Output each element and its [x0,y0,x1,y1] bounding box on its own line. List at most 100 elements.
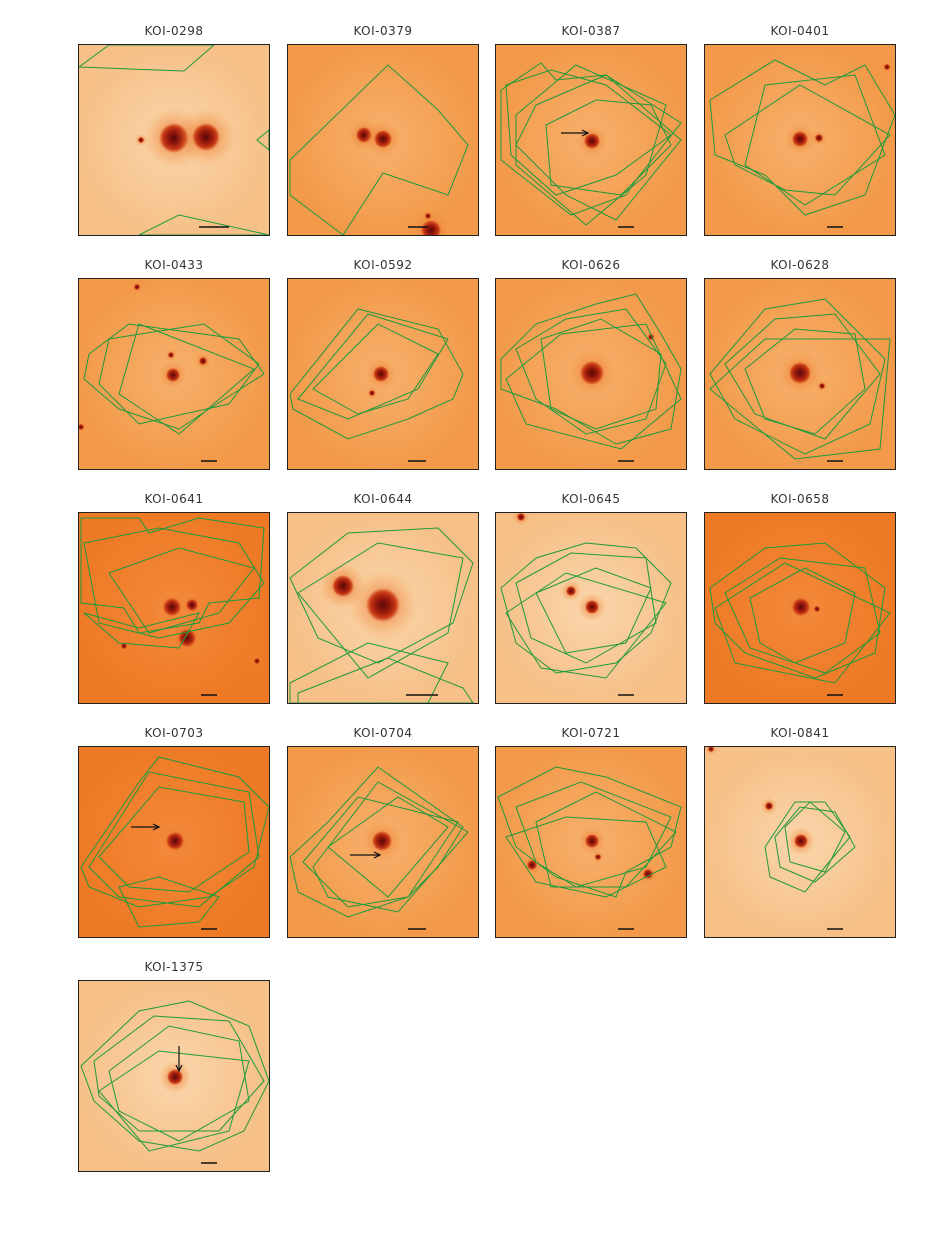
sky-image-svg [496,747,686,937]
neighbor-star [369,390,375,396]
target-star [373,366,389,382]
aperture-footprint [98,1050,250,1152]
aperture-footprint [500,293,682,445]
aperture-footprint [749,567,856,664]
panel-koi-1375: KOI-1375 [78,960,270,1172]
panel-title: KOI-0704 [353,726,413,740]
target-star [794,834,808,848]
target-star [372,831,392,851]
sky-image-svg [79,747,269,937]
neighbor-star [168,352,174,358]
aperture-footprint [289,308,464,440]
neighbor-star [765,802,773,810]
panel-koi-0704: KOI-0704 [287,726,479,938]
sky-image [287,278,479,470]
aperture-footprint [505,69,672,196]
sky-image-svg [288,45,478,235]
panel-koi-0387: KOI-0387 [495,24,687,236]
sky-image-svg [705,279,895,469]
aperture-footprint [98,323,260,425]
panel-koi-0592: KOI-0592 [287,258,479,470]
aperture-footprint [289,64,469,235]
aperture-footprint [709,298,886,455]
aperture-footprint [714,562,891,684]
neighbor-star [527,860,537,870]
aperture-footprint [108,1025,250,1142]
sky-image [495,746,687,938]
panel-koi-0401: KOI-0401 [704,24,896,236]
panel-koi-0644: KOI-0644 [287,492,479,704]
panel-koi-0628: KOI-0628 [704,258,896,470]
neighbor-star [199,357,207,365]
aperture-footprint [80,1000,269,1152]
panel-koi-0658: KOI-0658 [704,492,896,704]
aperture-footprint [540,318,662,430]
panel-title: KOI-0379 [353,24,413,38]
panel-title: KOI-0433 [144,258,204,272]
sky-image-svg [79,981,269,1171]
panel-title: KOI-0658 [770,492,830,506]
panel-title: KOI-0721 [561,726,621,740]
aperture-footprint [505,572,667,679]
sky-image-svg [705,513,895,703]
aperture-footprint [83,527,265,639]
aperture-footprint [88,771,260,908]
target-star [584,133,600,149]
panel-title: KOI-0592 [353,258,413,272]
target-star [792,131,808,147]
aperture-footprint [784,801,846,873]
panel-title: KOI-0644 [353,492,413,506]
panel-title: KOI-0626 [561,258,621,272]
panel-title: KOI-0841 [770,726,830,740]
neighbor-star [121,643,127,649]
panel-koi-0433: KOI-0433 [78,258,270,470]
target-star [167,1069,183,1085]
aperture-footprint [80,756,269,908]
sky-image [78,512,270,704]
aperture-footprint [545,99,672,196]
target-star [166,368,180,382]
aperture-footprint [98,786,250,893]
panel-koi-0703: KOI-0703 [78,726,270,938]
panel-title: KOI-0641 [144,492,204,506]
aperture-footprint [709,59,895,216]
sky-image-svg [288,279,478,469]
aperture-footprint [515,308,667,435]
sky-image-svg [79,45,269,235]
aperture-footprint [505,323,682,450]
aperture-footprint [118,323,255,435]
sky-image [78,746,270,938]
aperture-footprint [289,527,474,664]
panel-koi-0841: KOI-0841 [704,726,896,938]
target-star [332,575,354,597]
sky-image [78,278,270,470]
panel-koi-0626: KOI-0626 [495,258,687,470]
sky-image [495,44,687,236]
aperture-footprint [83,612,201,649]
sky-image [704,512,896,704]
neighbor-star [517,513,525,521]
neighbor-star [708,747,714,752]
neighbor-star [134,284,140,290]
sky-image-svg [288,513,478,703]
sky-image [78,44,270,236]
target-star [585,834,599,848]
aperture-footprint [500,62,682,216]
arrow-head-icon [152,823,161,831]
neighbor-star [186,599,198,611]
aperture-footprint [297,542,464,679]
arrow-head-icon [581,129,590,137]
sky-image-svg [705,747,895,937]
aperture-footprint [500,542,672,674]
aperture-footprint [744,74,886,206]
sky-image [704,44,896,236]
sky-image [704,278,896,470]
neighbor-star [79,424,84,430]
aperture-footprint [108,547,255,634]
panel-title: KOI-0298 [144,24,204,38]
arrow-head-icon [373,851,382,859]
panel-koi-0298: KOI-0298 [78,24,270,236]
panel-title: KOI-0387 [561,24,621,38]
neighbor-star [815,134,823,142]
aperture-footprint [289,642,449,703]
